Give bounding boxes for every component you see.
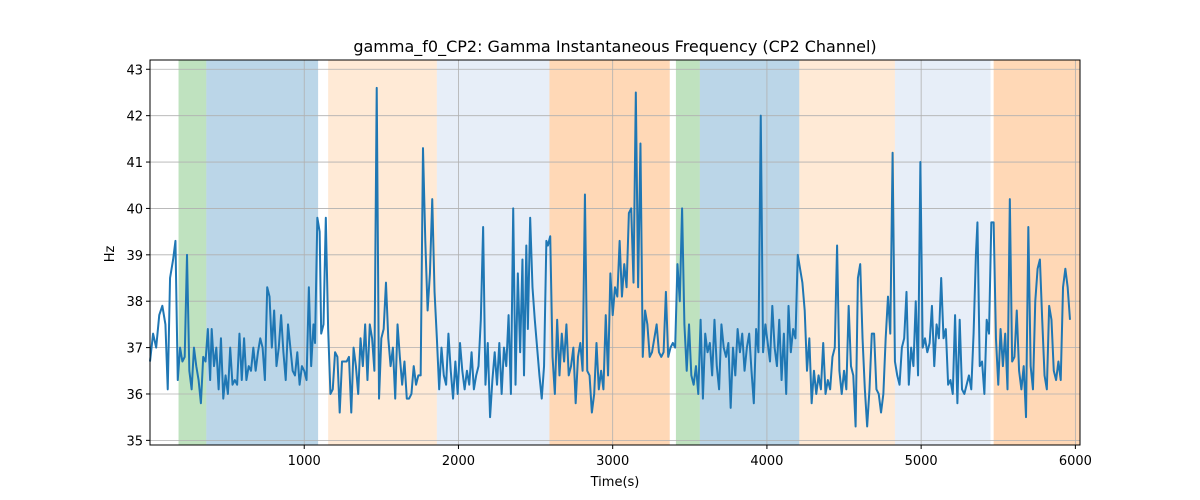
- y-axis-label: Hz: [103, 246, 118, 263]
- x-tick-label: 2000: [442, 454, 475, 469]
- x-tick-label: 6000: [1059, 454, 1092, 469]
- y-tick-label: 42: [126, 110, 143, 125]
- y-tick-label: 36: [126, 388, 143, 403]
- x-tick-label: 3000: [596, 454, 629, 469]
- y-tick-label: 35: [126, 434, 143, 449]
- y-axis: 35 36 37 38 39 40 41 42 43: [126, 63, 150, 449]
- series-line: [149, 86, 1071, 428]
- x-tick-label: 5000: [905, 454, 938, 469]
- y-tick-label: 41: [126, 156, 143, 171]
- shaded-band-4: [549, 60, 670, 445]
- shaded-band-2: [328, 60, 437, 445]
- plot-frame: [149, 59, 1081, 446]
- shaded-bands: [178, 60, 1080, 445]
- y-tick-label: 39: [126, 249, 143, 264]
- x-axis: 1000 2000 3000 4000 5000 6000: [288, 445, 1092, 469]
- y-tick-label: 40: [126, 202, 143, 217]
- x-axis-label: Time(s): [590, 475, 640, 490]
- y-tick-label: 37: [126, 342, 143, 357]
- chart-title: gamma_f0_CP2: Gamma Instantaneous Freque…: [353, 37, 876, 57]
- shaded-band-5: [675, 60, 700, 445]
- x-tick-label: 4000: [750, 454, 783, 469]
- shaded-band-8: [894, 60, 991, 445]
- x-tick-label: 1000: [288, 454, 321, 469]
- shaded-band-6: [699, 60, 800, 445]
- y-tick-label: 38: [126, 295, 143, 310]
- y-tick-label: 43: [126, 63, 143, 78]
- plot-area: [149, 59, 1081, 446]
